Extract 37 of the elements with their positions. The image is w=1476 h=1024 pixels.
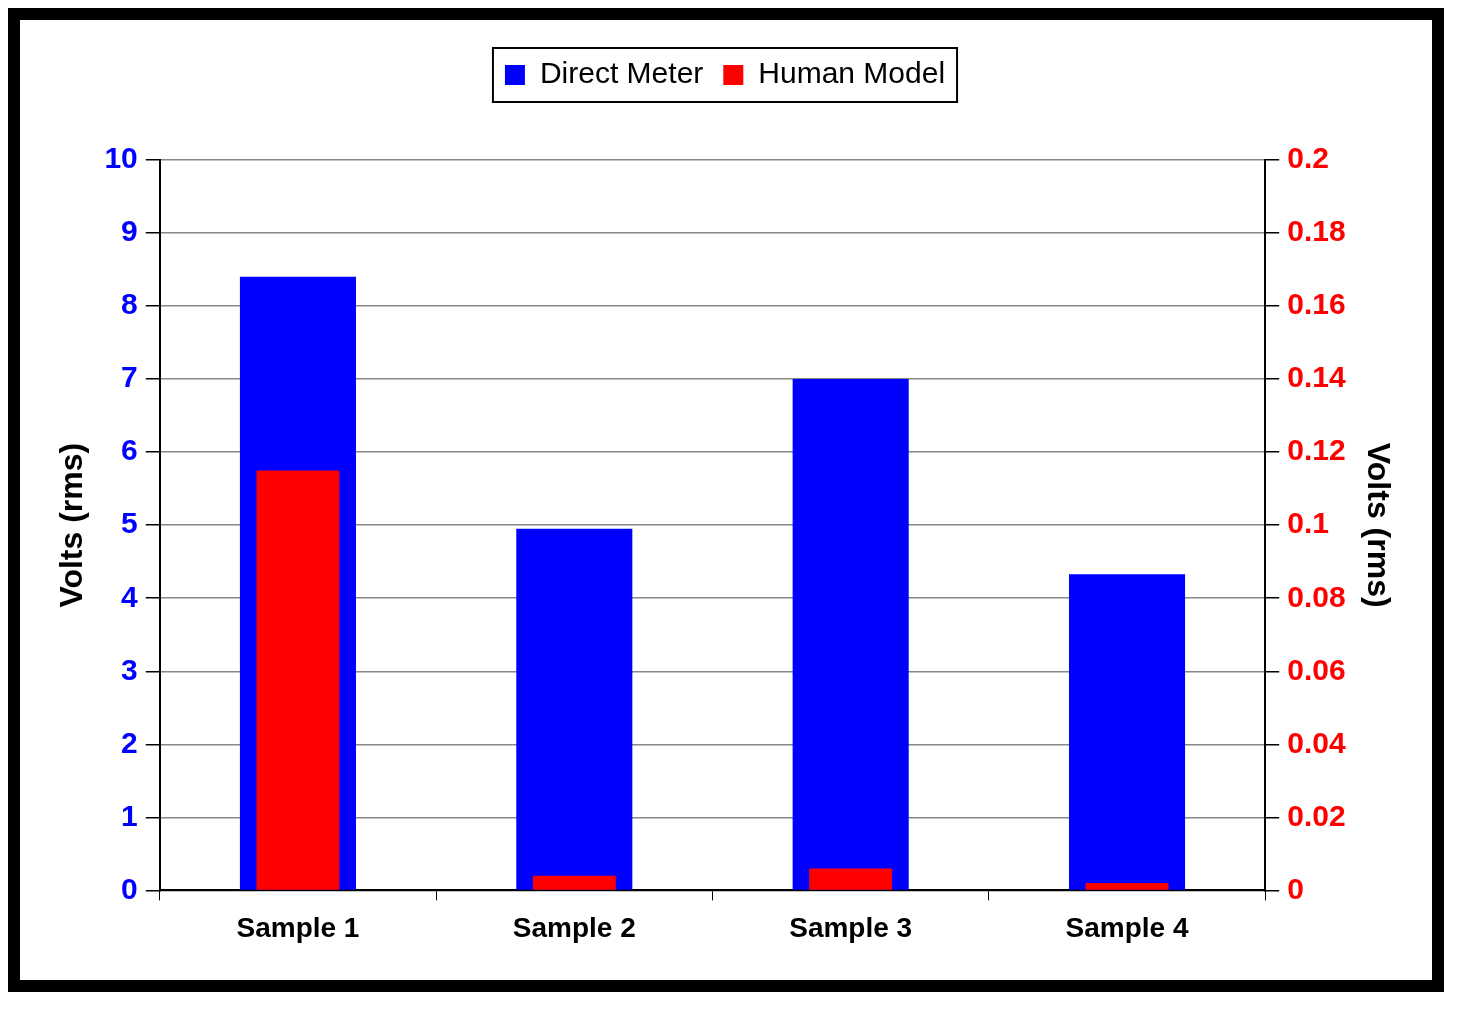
bar xyxy=(809,868,893,890)
y-tick-label: 1 xyxy=(121,798,138,832)
y-tick-label: 0 xyxy=(121,871,138,905)
bar xyxy=(792,379,909,890)
y-tick-label: 7 xyxy=(121,360,138,394)
y-tick-label: 4 xyxy=(121,579,139,613)
x-tick-label: Sample 4 xyxy=(1065,911,1189,943)
y2-tick-label: 0.1 xyxy=(1287,506,1329,540)
y2-tick-label: 0.02 xyxy=(1287,798,1346,832)
bar xyxy=(532,875,616,890)
y2-tick-label: 0.12 xyxy=(1287,433,1346,467)
legend-label: Human Model xyxy=(758,56,946,90)
bar xyxy=(1085,883,1169,890)
y2-tick-label: 0.18 xyxy=(1287,214,1346,248)
y2-tick-label: 0.16 xyxy=(1287,287,1346,321)
y-tick-label: 3 xyxy=(121,652,138,686)
y-tick-label: 8 xyxy=(121,287,138,321)
y-axis-title: Volts (rms) xyxy=(53,442,90,608)
y2-tick-label: 0.06 xyxy=(1287,652,1346,686)
y-tick-label: 5 xyxy=(121,506,138,540)
x-tick-label: Sample 2 xyxy=(512,911,636,943)
y-tick-label: 10 xyxy=(104,141,138,175)
y2-tick-label: 0.04 xyxy=(1287,725,1346,759)
legend-label: Direct Meter xyxy=(539,56,704,90)
bar xyxy=(516,528,633,890)
y-tick-label: 9 xyxy=(121,214,138,248)
x-tick-label: Sample 3 xyxy=(789,911,913,943)
bar xyxy=(256,470,340,890)
bar xyxy=(1068,574,1186,890)
y2-tick-label: 0.2 xyxy=(1287,141,1329,175)
x-tick-label: Sample 1 xyxy=(236,911,360,943)
y2-tick-label: 0 xyxy=(1287,871,1304,905)
y2-tick-label: 0.14 xyxy=(1287,360,1346,394)
y2-tick-label: 0.08 xyxy=(1287,579,1346,613)
y2-axis-title: Volts (rms) xyxy=(1360,442,1397,608)
y-tick-label: 2 xyxy=(121,725,138,759)
y-tick-label: 6 xyxy=(121,433,138,467)
